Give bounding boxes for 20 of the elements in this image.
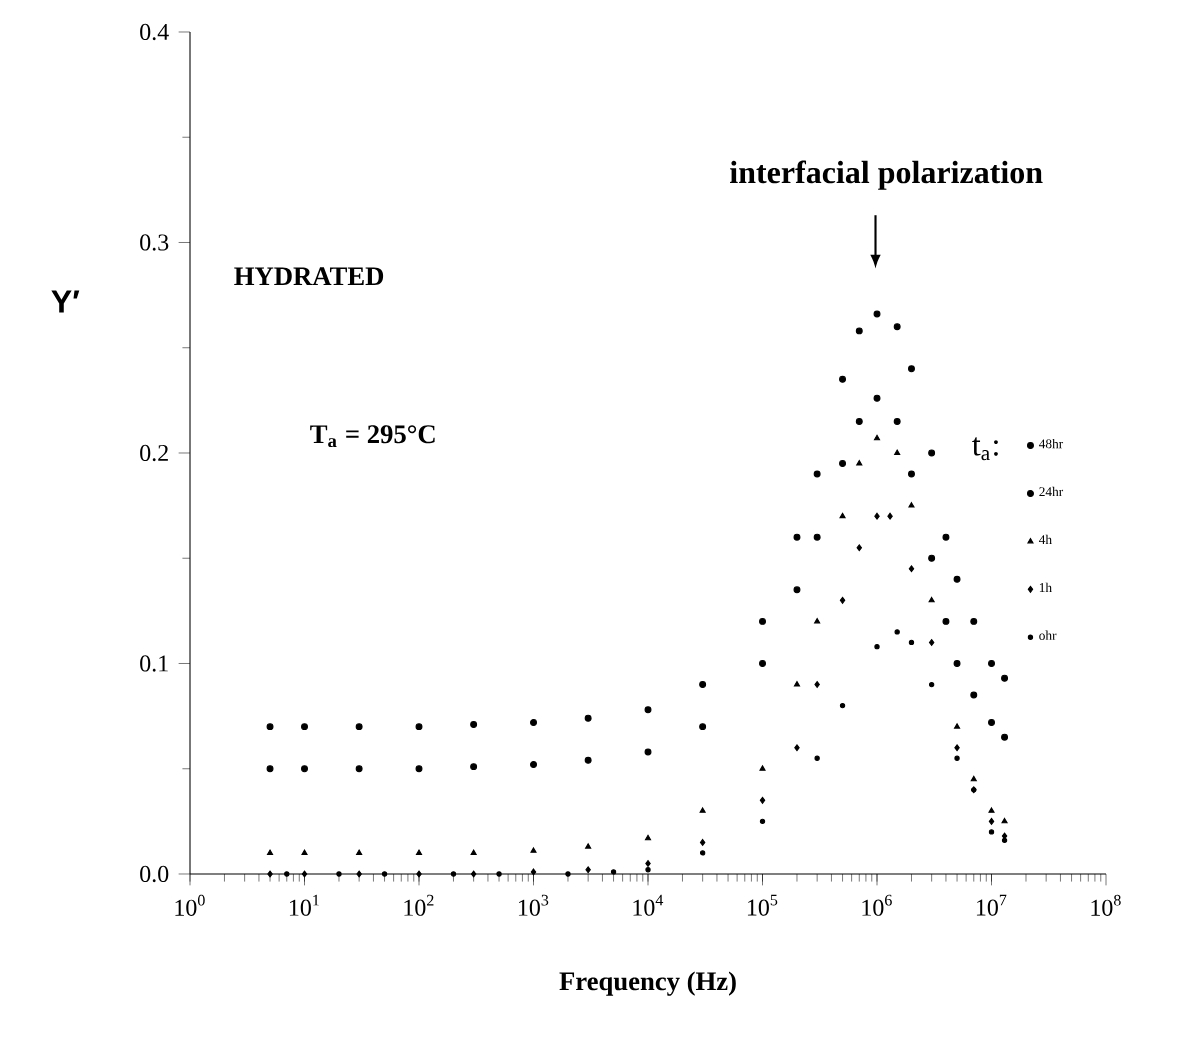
y-tick-label: 0.3 [140,234,169,251]
x-tick-label: 10$^{6}$ [862,894,892,916]
annotation: HYDRATED [234,267,384,285]
x-tick-label: 10$^{7}$ [976,894,1007,916]
x-tick-label: 10$^{1}$ [289,894,319,916]
y-axis-title: Y′ [51,290,80,313]
x-tick-label: 10$^{2}$ [404,894,434,916]
x-tick-label: 10$^{3}$ [518,894,549,916]
y-tick-label: 0.4 [140,23,169,41]
y-tick-label: 0.2 [140,444,168,462]
x-axis-title: Frequency (Hz) [559,971,736,996]
x-tick-label: 10$^{4}$ [633,894,664,916]
x-tick-label: 10$^{0}$ [175,894,205,916]
legend-title: t$_{a}$: [972,437,998,461]
y-tick-label: 0.1 [140,655,168,672]
annotation: T$_{a}$ = 295°C [310,425,435,448]
x-tick-label: 10$^{8}$ [1091,894,1121,916]
y-tick-label: 0.0 [140,865,169,883]
annotation: interfacial polarization [730,160,1043,190]
x-tick-label: 10$^{5}$ [747,894,778,916]
